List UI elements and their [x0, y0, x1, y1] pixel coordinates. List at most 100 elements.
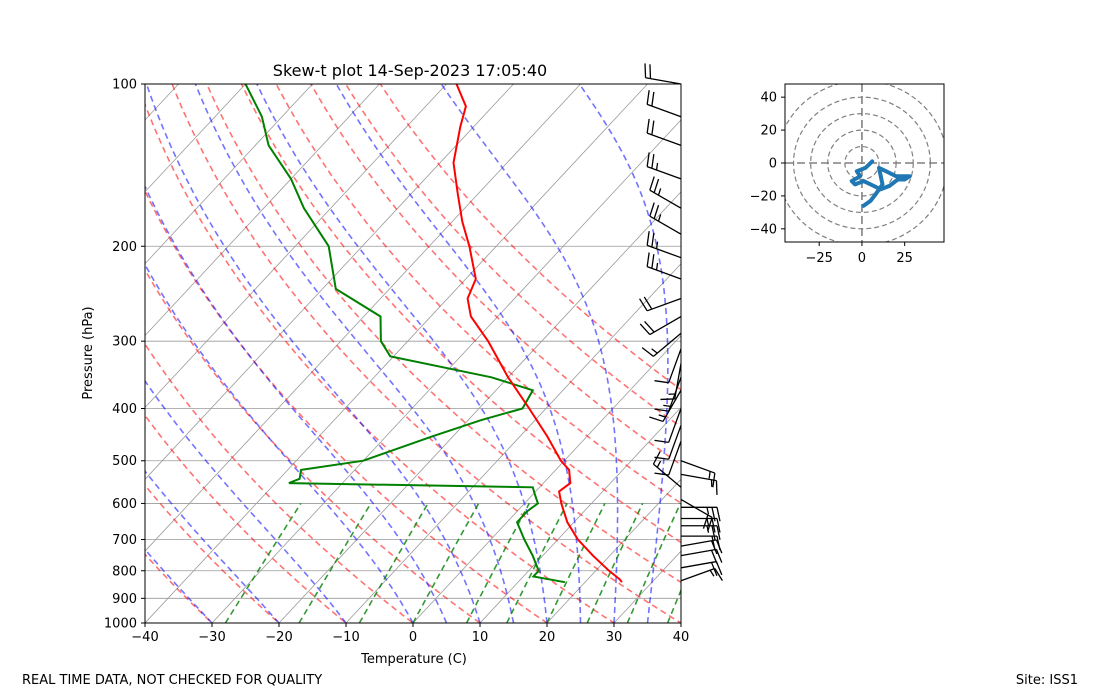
- moist-adiabats: [145, 84, 669, 623]
- y-tick-label: 400: [112, 402, 137, 417]
- mixing-ratio-line: [358, 502, 429, 623]
- moist-adiabat: [145, 469, 280, 623]
- moist-adiabat: [194, 84, 515, 623]
- wind-barb: [681, 506, 721, 522]
- isotherm-line: [412, 334, 681, 623]
- dry-adiabat: [145, 553, 214, 623]
- mixing-ratio-line: [298, 502, 372, 623]
- dry-adiabat: [310, 84, 681, 466]
- wind-barb: [646, 118, 682, 147]
- wind-barb: [680, 560, 723, 576]
- y-tick-label: 700: [112, 533, 137, 548]
- wind-barb: [654, 441, 682, 476]
- isotherm-line: [211, 119, 681, 623]
- x-tick-label: −40: [131, 630, 158, 645]
- wind-barb: [646, 152, 682, 180]
- wind-barb: [654, 348, 682, 384]
- y-tick-label: 300: [112, 335, 137, 350]
- x-tick-label: 30: [606, 630, 623, 645]
- isotherm-line: [145, 84, 447, 408]
- isotherm-line: [0, 84, 45, 623]
- y-tick-label: 200: [112, 240, 137, 255]
- wind-barb: [660, 363, 682, 401]
- mixing-ratio-line: [506, 503, 568, 623]
- wind-barb: [654, 425, 682, 460]
- hodograph-y-ticks: −40 −20 0 20 40: [750, 91, 785, 237]
- wind-barb: [680, 473, 718, 495]
- hodograph-y-tick-label: 40: [760, 91, 777, 106]
- dry-adiabat: [379, 84, 681, 391]
- dry-adiabat: [145, 268, 482, 623]
- x-tick-label: 20: [539, 630, 556, 645]
- y-axis-ticks: 100 200 300 400 500 600 700 800 900 1000: [104, 78, 145, 632]
- hodograph-panel: −25 0 25 −40 −20 0 20 40: [750, 83, 945, 266]
- isotherm-line: [479, 406, 681, 623]
- wind-barb: [680, 548, 723, 564]
- dry-adiabat: [171, 84, 681, 623]
- x-tick-label: −20: [265, 630, 292, 645]
- moist-adiabat: [578, 84, 669, 623]
- moist-adiabat: [145, 548, 213, 623]
- wind-barb: [639, 296, 682, 312]
- quality-disclaimer: REAL TIME DATA, NOT CHECKED FOR QUALITY: [22, 673, 323, 688]
- mixing-ratio-line: [586, 503, 644, 623]
- hodograph-x-tick-label: −25: [805, 251, 832, 266]
- wind-barb: [644, 63, 682, 85]
- wind-barb: [639, 315, 682, 336]
- dry-adiabat: [145, 484, 281, 623]
- dry-adiabat: [205, 84, 681, 584]
- x-axis-ticks: −40 −30 −20 −10 0 10 20 30 40: [131, 623, 689, 645]
- y-axis-label: Pressure (hPa): [81, 306, 96, 399]
- wind-barb: [681, 517, 721, 533]
- x-tick-label: −30: [198, 630, 225, 645]
- wind-barb: [649, 202, 682, 235]
- y-tick-label: 100: [112, 78, 137, 93]
- y-tick-label: 800: [112, 564, 137, 579]
- hodograph-y-tick-label: 0: [769, 157, 777, 172]
- isotherm-line: [145, 84, 313, 265]
- dry-adiabat: [145, 189, 549, 623]
- x-axis-label: Temperature (C): [360, 652, 467, 667]
- wind-barb: [652, 451, 682, 488]
- hodograph-y-tick-label: −40: [750, 222, 777, 237]
- wind-barb: [680, 567, 723, 582]
- x-tick-label: 0: [409, 630, 417, 645]
- isotherm-line: [145, 84, 380, 337]
- dry-adiabat: [275, 84, 681, 505]
- mixing-ratio-lines: [224, 502, 681, 623]
- isotherm-line: [680, 622, 681, 623]
- x-tick-label: 40: [673, 630, 690, 645]
- grid: [145, 84, 681, 623]
- temperature-profile-line: [452, 84, 623, 583]
- wind-barb: [680, 460, 716, 488]
- wind-barb: [649, 176, 682, 209]
- dry-adiabat: [344, 84, 681, 428]
- isotherms: [0, 84, 681, 623]
- isotherm-line: [145, 84, 648, 623]
- moist-adiabat: [145, 84, 481, 623]
- hodograph-ring: [844, 145, 880, 181]
- moist-adiabat: [145, 184, 448, 623]
- hodograph-axes: [785, 84, 944, 242]
- plot-frame: [144, 83, 682, 624]
- hodograph-x-tick-label: 25: [896, 251, 913, 266]
- dry-adiabats: [145, 84, 681, 623]
- moist-adiabat: [335, 84, 582, 623]
- mixing-ratio-line: [546, 503, 606, 623]
- hodograph-y-tick-label: 20: [760, 124, 777, 139]
- mixing-ratio-line: [626, 503, 681, 623]
- wind-barb: [681, 535, 721, 551]
- hodograph-x-ticks: −25 0 25: [805, 242, 913, 266]
- isotherm-line: [145, 84, 246, 193]
- wind-barb: [680, 498, 713, 532]
- y-tick-label: 900: [112, 592, 137, 607]
- isotherm-line: [278, 191, 681, 623]
- moist-adiabat: [145, 379, 347, 623]
- y-tick-label: 600: [112, 497, 137, 512]
- dry-adiabat: [145, 102, 616, 623]
- isotherm-line: [145, 84, 581, 552]
- wind-barb: [646, 90, 682, 118]
- wind-barb: [649, 389, 682, 423]
- wind-barb: [646, 231, 682, 259]
- isotherm-line: [546, 478, 681, 623]
